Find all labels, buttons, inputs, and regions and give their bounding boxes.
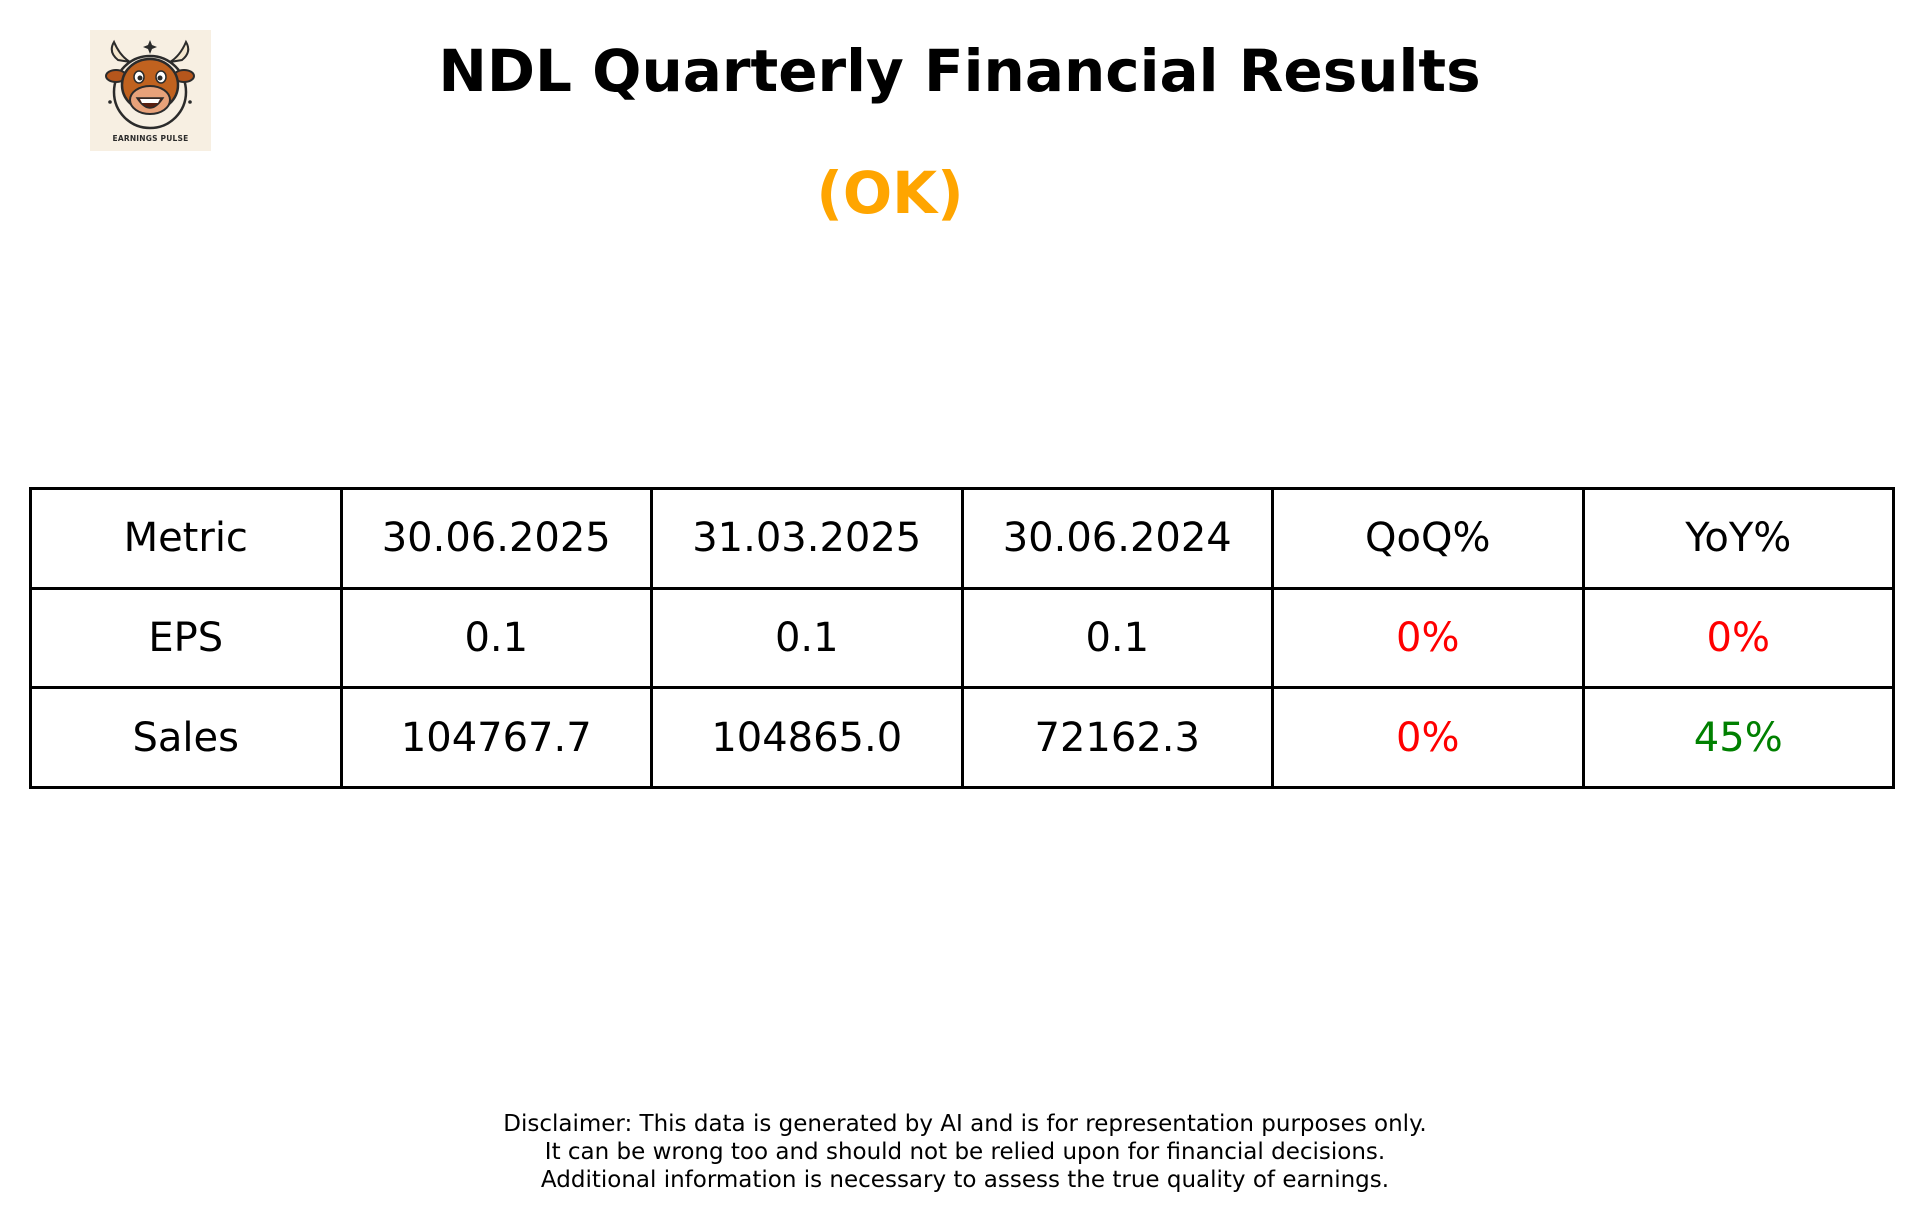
- cell-q3: 72162.3: [960, 686, 1274, 789]
- cell-q1: 0.1: [339, 586, 653, 690]
- cell-qoq: 0%: [1271, 686, 1585, 789]
- disclaimer-line: Additional information is necessary to a…: [540, 1167, 1390, 1193]
- column-header-q2: 31.03.2025: [650, 487, 964, 590]
- disclaimer-line: It can be wrong too and should not be re…: [544, 1139, 1386, 1165]
- bull-mascot-icon: [105, 39, 195, 130]
- cell-q1: 104767.7: [339, 686, 653, 789]
- cell-yoy: 0%: [1581, 586, 1895, 690]
- cell-yoy: 45%: [1581, 686, 1895, 789]
- table-row-sales: Sales 104767.7 104865.0 72162.3 0% 45%: [29, 686, 1895, 789]
- disclaimer-line: Disclaimer: This data is generated by AI…: [503, 1111, 1427, 1137]
- page-title: NDL Quarterly Financial Results: [438, 37, 1481, 105]
- table-row-eps: EPS 0.1 0.1 0.1 0% 0%: [29, 586, 1895, 690]
- disclaimer: Disclaimer: This data is generated by AI…: [0, 1110, 1919, 1194]
- cell-q3: 0.1: [960, 586, 1274, 690]
- logo-text: EARNINGS PULSE: [112, 134, 189, 143]
- earnings-pulse-logo: EARNINGS PULSE: [90, 30, 211, 151]
- cell-metric: EPS: [29, 586, 343, 690]
- column-header-q1: 30.06.2025: [339, 487, 653, 590]
- table-header-row: Metric 30.06.2025 31.03.2025 30.06.2024 …: [29, 487, 1895, 590]
- column-header-yoy: YoY%: [1581, 487, 1895, 590]
- cell-qoq: 0%: [1271, 586, 1585, 690]
- status-badge: (OK): [816, 159, 964, 227]
- column-header-qoq: QoQ%: [1271, 487, 1585, 590]
- cell-q2: 104865.0: [650, 686, 964, 789]
- column-header-q3: 30.06.2024: [960, 487, 1274, 590]
- column-header-metric: Metric: [29, 487, 343, 590]
- cell-metric: Sales: [29, 686, 343, 789]
- results-table: Metric 30.06.2025 31.03.2025 30.06.2024 …: [29, 487, 1895, 789]
- cell-q2: 0.1: [650, 586, 964, 690]
